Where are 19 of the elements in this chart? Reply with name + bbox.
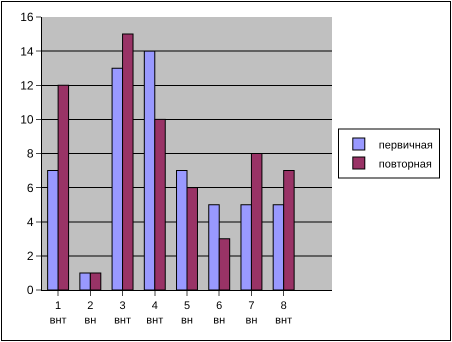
y-tick-label: 2 [26,249,34,264]
y-tick-label: 6 [26,180,34,195]
x-tick-label: 5 вн [181,300,193,326]
y-tick-label: 10 [20,112,34,127]
y-tick-label: 16 [20,10,34,24]
x-tick-label: 4 внт [146,300,164,326]
x-tick-label: 6 вн [213,300,226,326]
x-tick-label: 3 внт [114,300,132,326]
y-tick-label: 12 [20,78,34,92]
legend-label: повторная [378,158,432,170]
y-tick-label: 8 [26,146,34,161]
y-tick-label: 14 [20,44,34,58]
x-tick-label: 1 внт [50,300,67,326]
x-tick-label: 7 вн [245,300,258,326]
y-tick-label: 0 [26,283,34,298]
x-tick-label: 2 вн [84,300,96,326]
y-tick-label: 4 [26,214,34,229]
legend-label: первичная [378,139,433,152]
x-tick-label: 8 внт [275,300,292,326]
